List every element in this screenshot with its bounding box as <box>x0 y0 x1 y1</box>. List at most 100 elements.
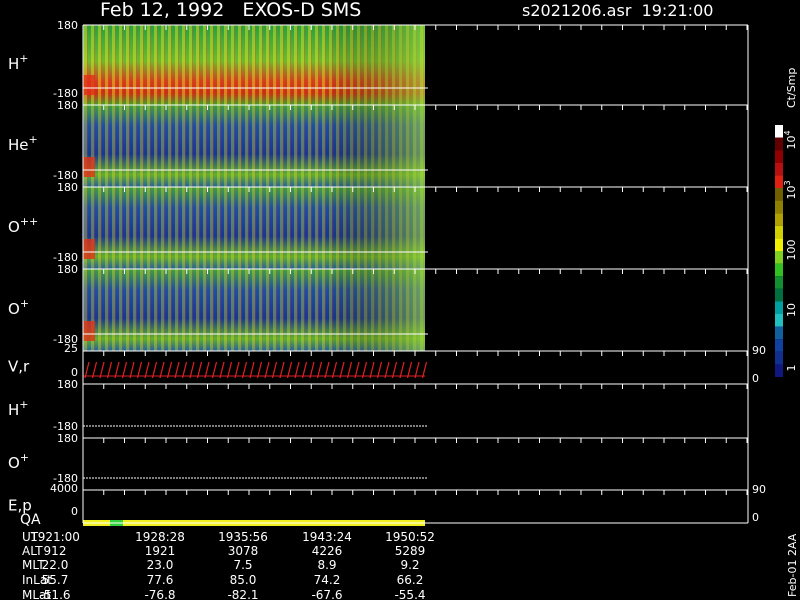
row-header: UT <box>22 530 39 544</box>
table-cell: 1921 <box>145 544 176 558</box>
y-tick-label: 180 <box>57 181 78 194</box>
colorbar-cell <box>775 150 783 163</box>
table-cell: 66.2 <box>397 573 424 587</box>
table-cell: 1921:00 <box>30 530 80 544</box>
panel-label-text: O <box>8 454 20 472</box>
spectrogram-tail <box>83 187 425 269</box>
vector <box>271 361 278 379</box>
vector <box>204 361 210 379</box>
vector <box>226 361 233 379</box>
y-tick-label: 25 <box>64 342 78 355</box>
panel-label-sup: + <box>20 297 29 310</box>
table-cell: 23.0 <box>147 558 174 572</box>
y-tick-label: -180 <box>53 169 78 182</box>
colorbar-cell <box>775 339 783 352</box>
y-tick-label: -180 <box>53 420 78 433</box>
table-cell: 8.9 <box>317 558 336 572</box>
table-cell: -55.4 <box>394 588 425 600</box>
vector <box>159 361 165 379</box>
table-cell: 1950:52 <box>385 530 435 544</box>
vector <box>219 361 225 379</box>
vector <box>369 361 375 379</box>
vector <box>144 361 150 379</box>
vector <box>166 361 173 379</box>
colorbar-label: 100 <box>785 240 798 261</box>
colorbar-cell <box>775 162 783 176</box>
colorbar-cell <box>775 276 783 289</box>
panel-label-text: He <box>8 136 29 154</box>
row-header: InLat <box>22 573 52 587</box>
vector <box>241 361 248 379</box>
colorbar-label-base: 10 <box>785 186 798 200</box>
vector <box>376 361 383 379</box>
colorbar-label-sup: 3 <box>783 180 792 185</box>
panel-label-text: E,p <box>8 497 32 515</box>
panel-label-text: O <box>8 218 20 236</box>
table-cell: 77.6 <box>147 573 174 587</box>
vector <box>91 361 98 379</box>
colorbar-label: 103 <box>783 180 798 199</box>
vector <box>84 361 90 379</box>
panel-label-text: V,r <box>8 358 30 376</box>
vector <box>189 361 195 379</box>
panel-label: O++ <box>8 215 38 236</box>
colorbar-label-sup: 4 <box>783 130 792 135</box>
vector <box>106 361 113 379</box>
panel-label: E,p <box>8 497 32 515</box>
spectrogram-tail <box>83 105 425 187</box>
panel-label-text: H <box>8 55 19 73</box>
table-cell: -82.1 <box>227 588 258 600</box>
vector <box>264 361 270 379</box>
vector <box>406 361 413 379</box>
vector <box>414 361 420 379</box>
y2-tick-label: 0 <box>752 511 759 524</box>
colorbar-cell <box>775 263 783 277</box>
colorbar-cell <box>775 125 783 138</box>
table-cell: 1943:24 <box>302 530 352 544</box>
colorbar-cell <box>775 200 783 214</box>
vector <box>354 361 360 379</box>
vector <box>211 361 218 379</box>
vector <box>301 361 308 379</box>
vector <box>196 361 203 379</box>
table-cell: 74.2 <box>314 573 341 587</box>
panel-label-text: H <box>8 401 19 419</box>
vector <box>361 361 368 379</box>
spectrogram-hot <box>83 239 95 259</box>
spectrogram-tail <box>83 269 425 351</box>
y-tick-label: -180 <box>53 472 78 485</box>
table-cell: -76.8 <box>144 588 175 600</box>
vector <box>294 361 300 379</box>
y-tick-label: 180 <box>57 432 78 445</box>
vector <box>339 361 345 379</box>
colorbar-cell <box>775 301 783 314</box>
table-cell: 22.0 <box>42 558 69 572</box>
panel-label: V,r <box>8 358 30 376</box>
colorbar-label-base: 10 <box>785 136 798 150</box>
table-cell: 3078 <box>228 544 259 558</box>
colorbar-cell <box>775 188 783 201</box>
vector <box>421 361 428 379</box>
spectrogram-hot <box>83 75 95 95</box>
y-tick-label: 4000 <box>50 482 78 495</box>
colorbar-label-base: 10 <box>785 303 798 317</box>
colorbar-cell <box>775 213 783 226</box>
colorbar-label-base: 100 <box>785 240 798 261</box>
table-cell: 1935:56 <box>218 530 268 544</box>
file-name: s2021206.asr 19:21:00 <box>522 1 713 20</box>
colorbar-label-base: 1 <box>785 365 798 372</box>
colorbar-cell <box>775 137 783 151</box>
spectrogram-hot <box>83 157 95 177</box>
row-header: ALT <box>22 544 43 558</box>
colorbar-cell <box>775 314 783 327</box>
colorbar-unit: Ct/Smp <box>785 68 798 108</box>
vector <box>121 361 128 379</box>
spectrogram-hot <box>83 321 95 341</box>
y-tick-label: -180 <box>53 251 78 264</box>
vector <box>234 361 240 379</box>
qa-label: QA <box>20 512 41 528</box>
vector <box>346 361 353 379</box>
vector <box>324 361 330 379</box>
colorbar-label: 10 <box>785 303 798 317</box>
